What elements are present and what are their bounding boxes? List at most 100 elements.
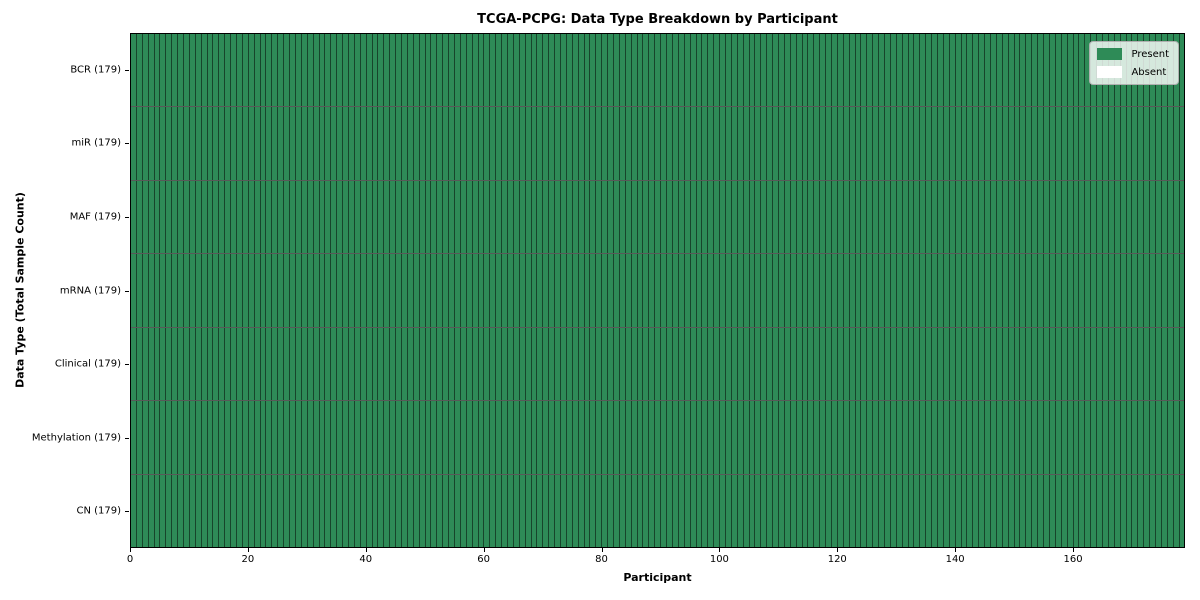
heatmap-cell <box>630 180 637 254</box>
heatmap-cell <box>1149 254 1155 327</box>
heatmap-cell <box>383 180 390 254</box>
heatmap-cell <box>324 254 331 327</box>
heatmap-cell <box>801 401 808 474</box>
heatmap-cell <box>901 401 908 474</box>
heatmap-cell <box>342 34 348 107</box>
heatmap-cell <box>777 180 784 254</box>
heatmap-cell <box>353 474 360 547</box>
heatmap-cell <box>1149 107 1155 180</box>
heatmap-cell <box>1007 180 1014 254</box>
heatmap-cell <box>807 474 814 547</box>
heatmap-cell <box>925 327 932 401</box>
heatmap-cell <box>459 254 466 327</box>
heatmap-cell <box>748 180 755 254</box>
heatmap-cell <box>683 34 690 107</box>
heatmap-cell <box>206 327 213 401</box>
heatmap-cell <box>836 34 843 107</box>
legend-item-absent: Absent <box>1097 66 1169 78</box>
heatmap-cell <box>1078 254 1085 327</box>
heatmap-cell <box>465 254 472 327</box>
heatmap-cell <box>300 107 307 180</box>
heatmap-cell <box>707 34 714 107</box>
heatmap-cell <box>560 107 566 180</box>
heatmap-cell <box>306 327 313 401</box>
heatmap-cell <box>471 180 478 254</box>
heatmap-cell <box>206 180 213 254</box>
heatmap-cell <box>772 254 778 327</box>
heatmap-cell <box>312 327 319 401</box>
heatmap-cell <box>984 254 991 327</box>
heatmap-cell <box>495 254 502 327</box>
heatmap-cell <box>754 34 761 107</box>
heatmap-cell <box>306 107 313 180</box>
heatmap-cell <box>1125 474 1132 547</box>
heatmap-cell <box>783 34 790 107</box>
heatmap-cell <box>1096 254 1102 327</box>
heatmap-cell <box>177 180 184 254</box>
heatmap-cell <box>241 474 248 547</box>
legend-swatch-absent-icon <box>1097 66 1123 78</box>
heatmap-cell <box>636 107 643 180</box>
heatmap-cell <box>400 401 407 474</box>
x-tick-mark <box>483 548 485 552</box>
heatmap-cell <box>471 401 478 474</box>
heatmap-cell <box>1060 34 1067 107</box>
heatmap-cell <box>1084 254 1091 327</box>
heatmap-cell <box>159 474 166 547</box>
heatmap-cell <box>907 254 914 327</box>
heatmap-cell <box>194 34 201 107</box>
heatmap-cell <box>984 474 991 547</box>
heatmap-cell <box>642 327 649 401</box>
heatmap-cell <box>624 327 631 401</box>
heatmap-cell <box>601 180 608 254</box>
heatmap-cell <box>131 474 136 547</box>
heatmap-cell <box>1060 180 1067 254</box>
heatmap-cell <box>1101 180 1108 254</box>
heatmap-cell <box>147 180 154 254</box>
heatmap-cell <box>613 401 619 474</box>
heatmap-cell <box>772 401 778 474</box>
heatmap-cell <box>265 254 272 327</box>
heatmap-cell <box>395 107 401 180</box>
heatmap-cell <box>1078 180 1085 254</box>
heatmap-cell <box>724 474 731 547</box>
heatmap-cell <box>489 180 496 254</box>
heatmap-cell <box>236 401 242 474</box>
heatmap-cell <box>601 107 608 180</box>
heatmap-cell <box>430 107 437 180</box>
heatmap-cell <box>565 327 572 401</box>
heatmap-cell <box>995 254 1002 327</box>
heatmap-cell <box>230 107 237 180</box>
heatmap-cell <box>1154 401 1161 474</box>
heatmap-cell <box>1060 327 1067 401</box>
heatmap-cell <box>766 34 773 107</box>
heatmap-cell <box>713 34 720 107</box>
heatmap-cell <box>589 327 596 401</box>
heatmap-cell <box>795 34 802 107</box>
heatmap-cell <box>819 401 826 474</box>
heatmap-cell <box>294 107 301 180</box>
heatmap-cell <box>501 34 507 107</box>
heatmap-cell <box>836 180 843 254</box>
heatmap-cell <box>995 401 1002 474</box>
heatmap-cell <box>813 474 820 547</box>
heatmap-cell <box>542 327 549 401</box>
heatmap-cell <box>730 254 737 327</box>
heatmap-cell <box>648 180 655 254</box>
heatmap-cell <box>259 254 266 327</box>
heatmap-cell <box>412 34 419 107</box>
heatmap-cell <box>689 34 696 107</box>
heatmap-cell <box>913 401 920 474</box>
heatmap-cell <box>742 34 749 107</box>
heatmap-cell <box>807 34 814 107</box>
heatmap-cell <box>312 474 319 547</box>
heatmap-cell <box>188 254 195 327</box>
heatmap-cell <box>277 474 284 547</box>
heatmap-cell <box>1172 401 1179 474</box>
heatmap-cell <box>383 254 390 327</box>
heatmap-cell <box>1048 107 1055 180</box>
heatmap-cell <box>283 180 290 254</box>
heatmap-cell <box>830 180 837 254</box>
heatmap-cell <box>1131 107 1138 180</box>
heatmap-cell <box>218 254 225 327</box>
